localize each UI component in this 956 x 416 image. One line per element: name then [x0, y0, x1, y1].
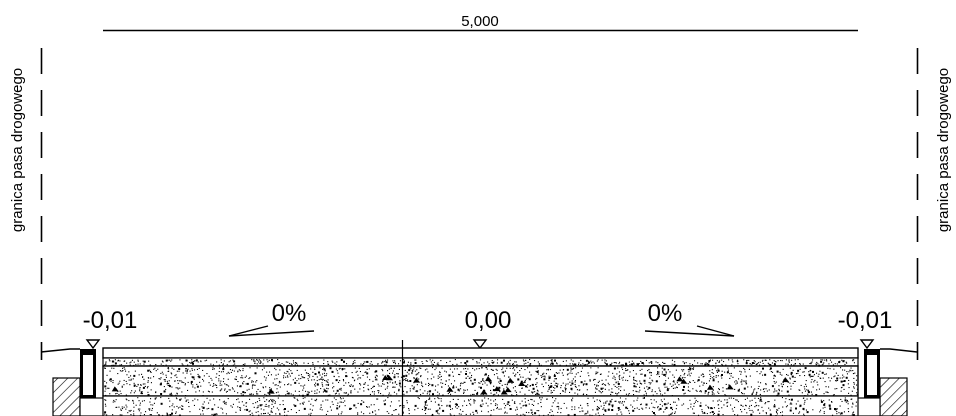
slope-right: 0% — [645, 300, 734, 336]
left-curb-hatch — [53, 378, 80, 416]
right-curb-hatch — [880, 378, 907, 416]
elevation-marker-right — [861, 340, 873, 348]
dimension-label: 5,000 — [461, 13, 499, 30]
slope-left-label: 0% — [272, 300, 307, 327]
right-curb-foundation — [856, 398, 880, 416]
right-boundary-label: granica pasa drogowego — [935, 68, 952, 232]
slope-left: 0% — [229, 300, 314, 336]
elevation-right: -0,01 — [838, 307, 893, 334]
left-curb-stone — [80, 349, 96, 398]
right-boundary: granica pasa drogowego — [918, 48, 953, 360]
left-boundary-label: granica pasa drogowego — [9, 68, 26, 232]
slope-right-label: 0% — [648, 300, 683, 327]
left-curb — [53, 349, 104, 416]
elevation-left: -0,01 — [83, 307, 138, 334]
elevation-marker-left — [87, 340, 99, 348]
elevation-marker-center — [474, 340, 486, 348]
right-shoulder-line — [880, 349, 917, 352]
right-curb — [856, 349, 907, 416]
width-dimension: 5,000 — [103, 13, 858, 31]
pavement-structure — [103, 348, 858, 416]
left-boundary: granica pasa drogowego — [9, 48, 42, 360]
wearing-course — [103, 348, 858, 358]
right-curb-stone — [864, 349, 880, 398]
elevation-center: 0,00 — [465, 307, 512, 334]
left-curb-foundation — [80, 398, 104, 416]
left-shoulder-line — [41, 349, 80, 352]
slope-left-arrow-base — [229, 331, 314, 336]
